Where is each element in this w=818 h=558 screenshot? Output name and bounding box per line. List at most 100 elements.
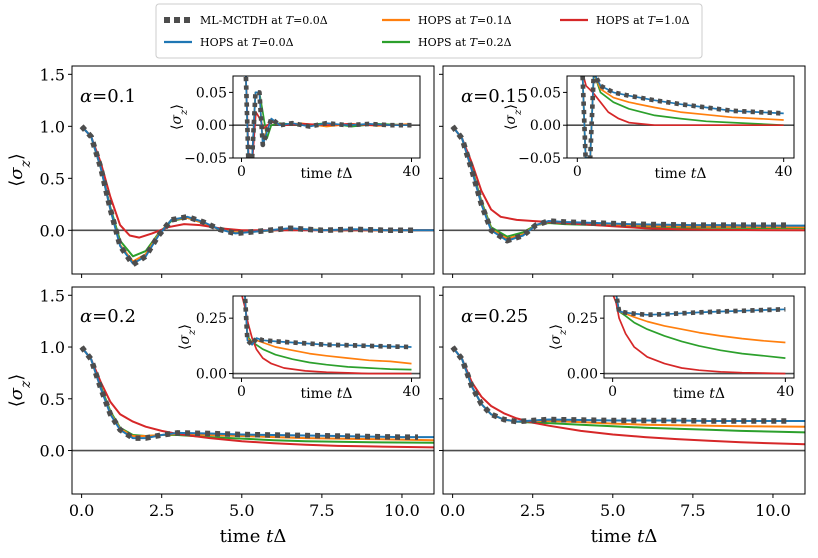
- inset: 0.00 0.25 0 40 time tΔ ⟨σz⟩: [548, 295, 795, 402]
- inset-background: [567, 76, 794, 158]
- series-line-hops01: [244, 296, 412, 365]
- y-tick-label: 1.5: [40, 65, 65, 84]
- inset-x-tick-label: 0: [608, 384, 617, 400]
- legend-entry-hops0: HOPS at T=0.0Δ: [164, 36, 294, 49]
- y-tick-label: 1.0: [40, 338, 65, 357]
- legend-entry-mlmctdh: ML-MCTDH at T=0.0Δ: [164, 14, 328, 27]
- inset-y-tick-label: 0.00: [196, 367, 227, 383]
- inset: −0.05 0.00 0.05 0 40 time tΔ ⟨σz⟩: [169, 75, 421, 182]
- legend: ML-MCTDH at T=0.0Δ HOPS at T=0.0Δ HOPS at …: [155, 3, 703, 59]
- x-tick-label: 10.0: [384, 501, 420, 520]
- inset-x-tick-label: 40: [776, 384, 794, 400]
- panels: 0.00.51.01.5⟨σz⟩α=0.1−0.050.000.050 40tim…: [6, 65, 806, 520]
- legend-label: ML-MCTDH at T=0.0Δ: [200, 14, 328, 27]
- inset-y-tick-label: 0.25: [196, 311, 227, 327]
- panel-2: α=0.15 −0.05 0.00 0.05 0 40 time tΔ ⟨σz⟩: [439, 65, 806, 278]
- inset-x-axis-label: time tΔ: [301, 166, 353, 182]
- series-line-hops1: [241, 296, 412, 375]
- panel-3: 0.0 0.5 1.0 1.5 0.0 2.5 5.0 7.5 10.0 ⟨σz⟩ α=0.2 0.0…: [6, 286, 435, 520]
- panel-4: 0.0 2.5 5.0 7.5 10.0 α=0.25 0.00 0.25 0 40 time tΔ…: [439, 286, 806, 520]
- x-axis-label: time tΔ: [591, 526, 658, 547]
- series-line-hops1: [451, 346, 805, 446]
- series-line-mlmctdh: [580, 76, 784, 158]
- series-line-mlmctdh: [450, 124, 789, 244]
- axes-frame: [71, 65, 435, 275]
- legend-entry-hops02: HOPS at T=0.2Δ: [382, 36, 512, 49]
- inset-background: [604, 296, 794, 378]
- legend-swatch-square: [164, 17, 170, 23]
- inset-y-axis-label: ⟨σz⟩: [503, 104, 524, 130]
- inset-y-axis-label: ⟨σz⟩: [169, 104, 190, 130]
- y-tick-label: 1.5: [40, 286, 65, 305]
- axes-frame: [442, 286, 806, 495]
- series-line-mlmctdh: [79, 345, 418, 441]
- legend-label: HOPS at T=0.2Δ: [418, 36, 512, 49]
- inset-x-axis-label: time tΔ: [301, 386, 353, 402]
- legend-box: [155, 3, 703, 59]
- inset-y-tick-label: −0.05: [518, 151, 561, 167]
- inset-frame: [566, 75, 795, 159]
- x-tick-label: 5.0: [229, 501, 254, 520]
- x-axis-label: time tΔ: [220, 526, 287, 547]
- x-tick-label: 7.5: [309, 501, 334, 520]
- series-line-hops0: [451, 346, 805, 423]
- inset-x-tick-label: 40: [403, 384, 421, 400]
- series-line-mlmctdh: [612, 296, 786, 318]
- inset-frame: [232, 295, 421, 379]
- inset-y-axis-label: ⟨σz⟩: [177, 324, 198, 350]
- inset-y-axis-label: ⟨σz⟩: [548, 324, 569, 350]
- legend-entry-hops01: HOPS at T=0.1Δ: [382, 14, 512, 27]
- inset-x-tick-label: 0: [573, 164, 582, 180]
- inset-y-tick-label: 0.00: [196, 118, 227, 134]
- legend-entry-hops1: HOPS at T=1.0Δ: [560, 14, 690, 27]
- inset-x-tick-label: 0: [237, 164, 246, 180]
- x-tick-label: 10.0: [755, 501, 791, 520]
- legend-label: HOPS at T=0.1Δ: [418, 14, 512, 27]
- series-line-mlmctdh: [241, 296, 412, 350]
- inset-x-tick-label: 0: [237, 384, 246, 400]
- series-line-hops01: [581, 76, 784, 158]
- axes-frame: [71, 286, 435, 495]
- panel-label: α=0.25: [461, 306, 528, 327]
- x-tick-label: 0.0: [440, 501, 465, 520]
- inset-y-tick-label: 0.00: [530, 118, 561, 134]
- x-tick-label: 5.0: [600, 501, 625, 520]
- inset-x-axis-label: time tΔ: [673, 386, 725, 402]
- y-axis-label: ⟨σz⟩: [6, 374, 34, 407]
- series-line-mlmctdh: [79, 124, 418, 268]
- y-tick-label: 0.5: [40, 390, 65, 409]
- y-tick-label: 0.0: [40, 221, 65, 240]
- inset-background: [233, 296, 420, 378]
- inset-y-tick-label: 0.25: [567, 311, 598, 327]
- inset-y-tick-label: −0.05: [184, 151, 227, 167]
- inset-frame: [232, 75, 421, 159]
- panel-1: 0.0 0.5 1.0 1.5 ⟨σz⟩ α=0.1 −0.05 0.00 0.05 0 40 tim…: [6, 65, 435, 278]
- x-tick-label: 0.0: [69, 501, 94, 520]
- inset-frame: [603, 295, 795, 379]
- legend-swatch-square: [184, 17, 190, 23]
- series-line-hops0: [245, 76, 412, 158]
- series-line-hops1: [582, 76, 784, 127]
- inset-y-tick-label: 0.05: [196, 85, 227, 101]
- panel-label: α=0.2: [80, 306, 136, 327]
- x-tick-label: 7.5: [680, 501, 705, 520]
- inset-x-tick-label: 40: [403, 164, 421, 180]
- y-tick-label: 0.0: [40, 442, 65, 461]
- inset-x-tick-label: 40: [775, 164, 793, 180]
- y-tick-label: 1.0: [40, 117, 65, 136]
- inset-x-axis-label: time tΔ: [655, 166, 707, 182]
- x-tick-label: 2.5: [520, 501, 545, 520]
- axes-frame: [442, 65, 806, 275]
- series-line-hops02: [581, 76, 784, 158]
- x-axis-labels: time tΔ time tΔ: [220, 526, 658, 547]
- legend-swatch-square: [174, 17, 180, 23]
- inset-y-tick-label: 0.00: [567, 367, 598, 383]
- panel-label: α=0.15: [461, 86, 528, 107]
- x-tick-label: 2.5: [149, 501, 174, 520]
- inset-y-tick-label: 0.05: [530, 85, 561, 101]
- panel-label: α=0.1: [80, 86, 136, 107]
- y-tick-label: 0.5: [40, 169, 65, 188]
- series-line-hops1: [612, 296, 786, 375]
- legend-label: HOPS at T=0.0Δ: [200, 36, 294, 49]
